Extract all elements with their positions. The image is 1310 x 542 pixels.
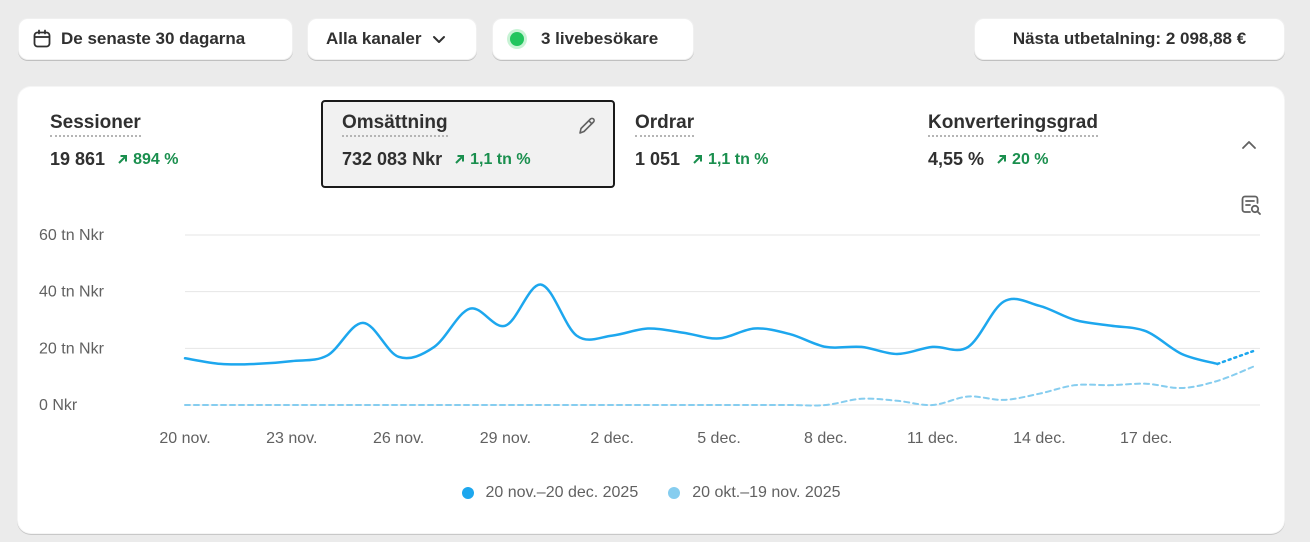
- y-tick-label: 40 tn Nkr: [39, 284, 105, 301]
- metric-label: Sessioner: [50, 112, 141, 137]
- chevron-down-icon: [433, 36, 446, 43]
- legend-dot: [461, 487, 474, 499]
- live-visitors-label: 3 livebesökare: [541, 29, 659, 48]
- metric-change: 20 %: [996, 150, 1049, 169]
- x-tick-label: 26 nov.: [373, 430, 424, 447]
- legend-item-current[interactable]: 20 nov.–20 dec. 2025: [461, 484, 639, 502]
- revenue-line-chart: 60 tn Nkr 40 tn Nkr 20 tn Nkr 0 Nkr 20 nov. 2…: [39, 227, 1260, 447]
- previous-period-line: [184, 365, 1254, 407]
- metric-change-value: 1,1 tn %: [470, 150, 531, 168]
- x-tick-label: 11 dec.: [907, 430, 958, 447]
- arrow-up-right-icon: [693, 155, 703, 164]
- x-tick-label: 29 nov.: [480, 430, 531, 447]
- channels-dropdown[interactable]: Alla kanaler: [307, 18, 477, 60]
- y-tick-label: 20 tn Nkr: [39, 340, 105, 357]
- metric-change-value: 894 %: [133, 150, 179, 168]
- legend-label: 20 nov.–20 dec. 2025: [485, 484, 639, 501]
- live-status-dot: [510, 32, 524, 46]
- legend-item-previous[interactable]: 20 okt.–19 nov. 2025: [668, 484, 840, 502]
- y-tick-label: 0 Nkr: [39, 397, 78, 414]
- metric-change-value: 1,1 tn %: [708, 150, 769, 168]
- next-payout-label: Nästa utbetalning: 2 098,88 €: [1012, 29, 1247, 48]
- date-range-label: De senaste 30 dagarna: [61, 29, 246, 48]
- legend-dot: [668, 487, 681, 499]
- x-tick-label: 20 nov.: [159, 430, 210, 447]
- x-tick-label: 8 dec.: [804, 430, 848, 447]
- x-tick-label: 5 dec.: [697, 430, 741, 447]
- analytics-card: Sessioner 19 861 894 % Omsättning 732 08…: [17, 86, 1285, 534]
- x-tick-label: 23 nov.: [266, 430, 317, 447]
- metric-label: Konverteringsgrad: [928, 112, 1098, 137]
- chart-legend: 20 nov.–20 dec. 2025 20 okt.–19 nov. 202…: [17, 484, 1285, 502]
- metric-label: Ordrar: [635, 112, 695, 137]
- metric-change-value: 20 %: [1012, 150, 1049, 168]
- metric-tab-conversion-rate[interactable]: Konverteringsgrad 4,55 % 20 %: [913, 100, 1203, 188]
- metric-value: 1 051: [635, 149, 681, 169]
- metric-tab-orders[interactable]: Ordrar 1 051 1,1 tn %: [620, 100, 890, 188]
- channels-label: Alla kanaler: [326, 29, 422, 48]
- metric-tab-sessions[interactable]: Sessioner 19 861 894 %: [35, 100, 305, 188]
- date-range-button[interactable]: De senaste 30 dagarna: [18, 18, 293, 60]
- calendar-icon: [33, 29, 51, 48]
- x-tick-label: 14 dec.: [1013, 430, 1065, 447]
- x-tick-label: 17 dec.: [1120, 430, 1172, 447]
- metric-change: 894 %: [117, 151, 178, 169]
- current-period-projection-line: [1216, 349, 1255, 366]
- next-payout-button[interactable]: Nästa utbetalning: 2 098,88 €: [974, 18, 1285, 60]
- metric-label: Omsättning: [342, 112, 448, 137]
- metric-value: 4,55 %: [928, 149, 985, 169]
- metric-change: 1,1 tn %: [454, 150, 531, 169]
- arrow-up-right-icon: [997, 155, 1007, 164]
- arrow-up-right-icon: [455, 155, 465, 164]
- pencil-icon[interactable]: [576, 115, 598, 137]
- x-tick-label: 2 dec.: [590, 430, 634, 447]
- chevron-up-icon[interactable]: [1238, 134, 1260, 156]
- chart-analysis-icon[interactable]: [1239, 193, 1263, 217]
- metric-value: 732 083 Nkr: [342, 149, 443, 169]
- live-visitors-button[interactable]: 3 livebesökare: [492, 18, 694, 60]
- legend-label: 20 okt.–19 nov. 2025: [692, 484, 841, 501]
- current-period-line: [183, 283, 1219, 366]
- metric-value: 19 861: [50, 149, 106, 169]
- y-tick-label: 60 tn Nkr: [39, 227, 105, 244]
- metric-change: 1,1 tn %: [692, 150, 769, 169]
- arrow-up-right-icon: [118, 155, 128, 164]
- metric-tab-revenue[interactable]: Omsättning 732 083 Nkr 1,1 tn %: [321, 100, 615, 188]
